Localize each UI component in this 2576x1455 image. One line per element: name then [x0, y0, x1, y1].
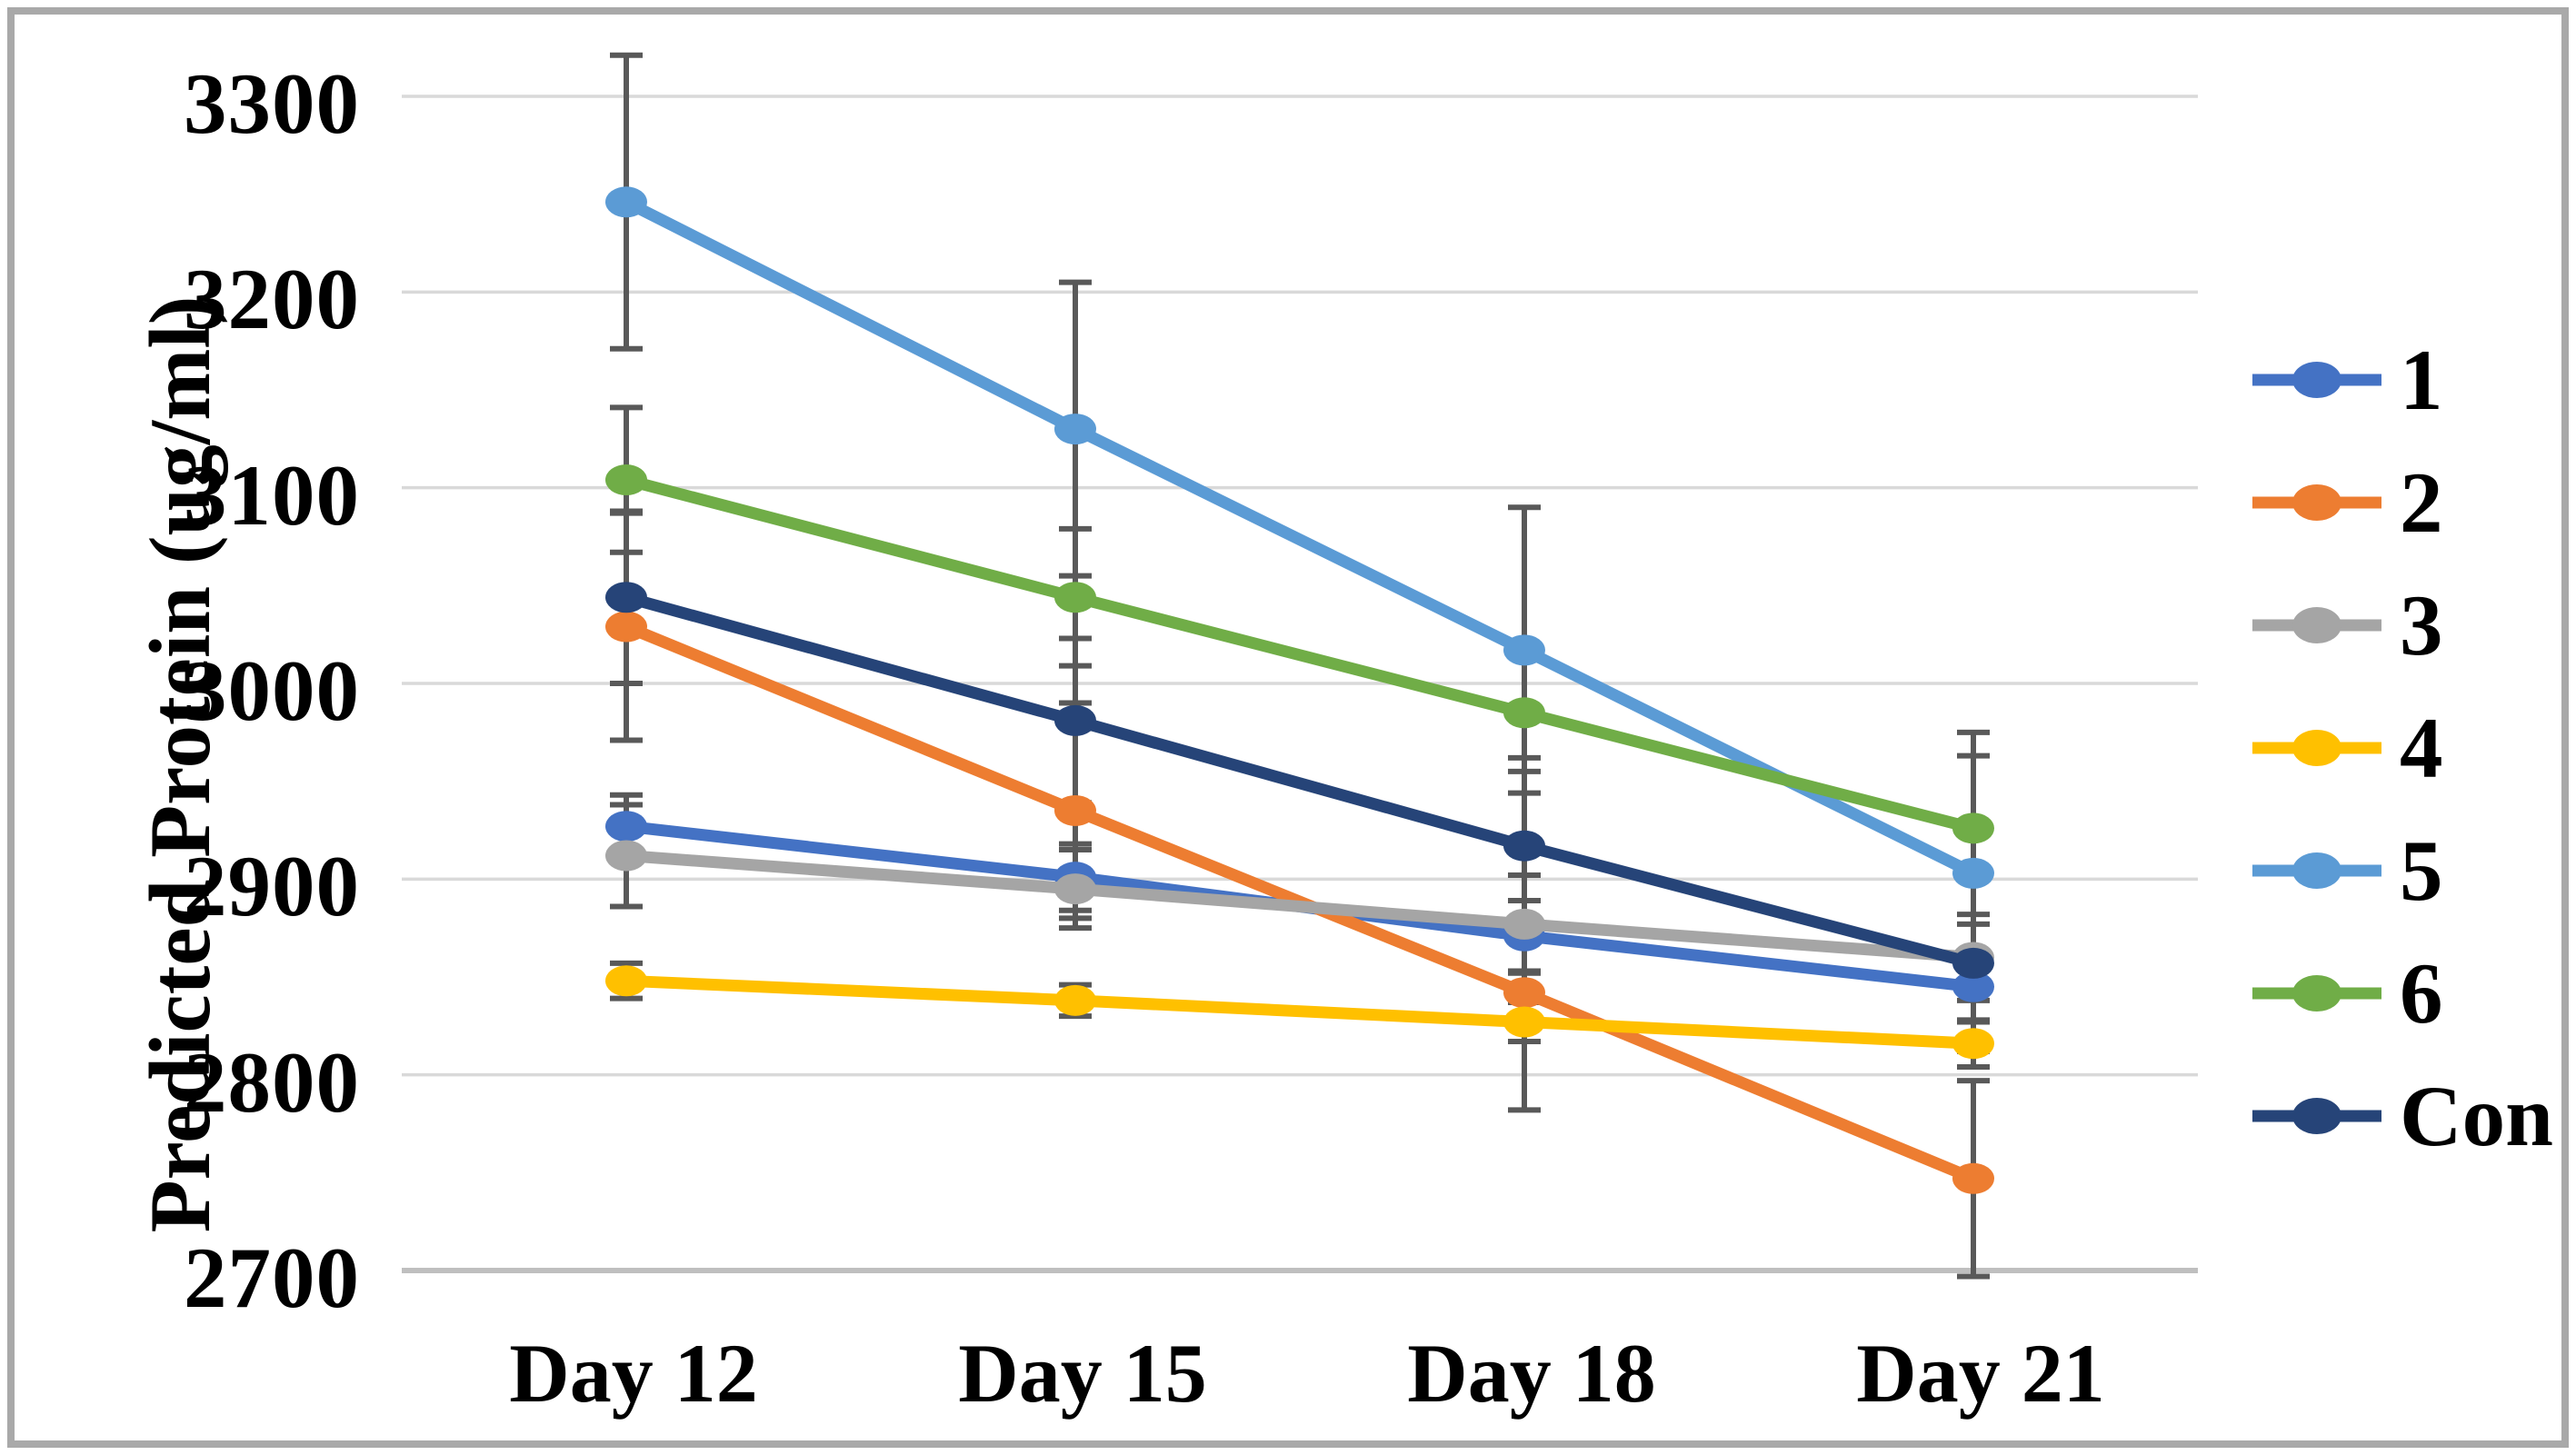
legend-marker-1: [2252, 362, 2381, 398]
data-point-Con-day-21: [1952, 947, 1994, 979]
legend-label-6: 6: [2400, 945, 2443, 1041]
legend-label-Con: Con: [2400, 1068, 2553, 1164]
data-point-4-day-21: [1952, 1028, 1994, 1060]
line-chart-plot-area: [402, 52, 2198, 1280]
data-point-2-day-18: [1503, 977, 1545, 1009]
data-point-6-day-21: [1952, 812, 1994, 844]
legend-label-3: 3: [2400, 577, 2443, 673]
data-point-6-day-18: [1503, 697, 1545, 729]
x-axis-label-day-12: Day 12: [509, 1327, 758, 1420]
legend-item-4: 4: [2249, 693, 2443, 802]
data-point-6-day-15: [1054, 582, 1096, 613]
data-point-1-day-21: [1952, 971, 1994, 1002]
legend-label-2: 2: [2400, 454, 2443, 551]
y-axis-title: Predicted Protein (ug/ml): [132, 295, 228, 1233]
legend-item-6: 6: [2249, 939, 2443, 1048]
data-point-3-day-12: [605, 840, 647, 872]
series-line-3: [620, 849, 1980, 963]
data-point-Con-day-18: [1503, 830, 1545, 862]
x-axis-label-day-15: Day 15: [958, 1327, 1207, 1420]
y-tick-label-2800: 2800: [184, 1033, 360, 1131]
legend-marker-2: [2252, 484, 2381, 521]
data-point-5-day-18: [1503, 634, 1545, 666]
legend-item-1: 1: [2249, 325, 2443, 434]
data-point-1-day-12: [605, 811, 647, 842]
series-line-Con: [620, 591, 1980, 970]
chart-frame: Predicted Protein (ug/ml) 3300 3200 3100 30…: [7, 7, 2569, 1448]
x-axis-label-day-18: Day 18: [1407, 1327, 1656, 1420]
data-point-5-day-15: [1054, 414, 1096, 445]
data-point-2-day-21: [1952, 1162, 1994, 1194]
y-tick-label-3000: 3000: [184, 643, 360, 739]
legend-marker-3: [2252, 607, 2381, 643]
y-tick-label-2900: 2900: [184, 838, 360, 935]
data-point-5-day-21: [1952, 857, 1994, 889]
y-tick-label-3300: 3300: [184, 55, 360, 152]
data-point-6-day-12: [605, 464, 647, 496]
legend-item-2: 2: [2249, 448, 2443, 557]
data-point-Con-day-15: [1054, 704, 1096, 736]
legend-marker-6: [2252, 975, 2381, 1012]
x-axis-label-day-21: Day 21: [1856, 1327, 2105, 1420]
legend-label-4: 4: [2400, 700, 2443, 796]
legend-label-5: 5: [2400, 822, 2443, 919]
data-point-4-day-18: [1503, 1006, 1545, 1038]
legend-marker-4: [2252, 730, 2381, 766]
data-point-3-day-18: [1503, 908, 1545, 940]
legend-label-1: 1: [2400, 332, 2443, 428]
legend-marker-5: [2252, 852, 2381, 889]
y-tick-label-3100: 3100: [184, 446, 360, 543]
data-point-Con-day-12: [605, 582, 647, 613]
data-point-4-day-15: [1054, 984, 1096, 1016]
data-point-4-day-12: [605, 965, 647, 997]
series-line-5: [620, 195, 1980, 880]
data-point-3-day-15: [1054, 873, 1096, 905]
data-point-5-day-12: [605, 186, 647, 218]
legend-item-5: 5: [2249, 816, 2443, 925]
legend-item-3: 3: [2249, 571, 2443, 680]
series-line-6: [620, 473, 1980, 834]
data-point-2-day-15: [1054, 794, 1096, 826]
y-tick-label-3200: 3200: [184, 251, 360, 348]
series-line-4: [620, 974, 1980, 1050]
y-tick-label-2700: 2700: [184, 1230, 360, 1326]
data-point-2-day-12: [605, 611, 647, 643]
legend-marker-Con: [2252, 1098, 2381, 1134]
legend-item-Con: Con: [2249, 1061, 2553, 1171]
